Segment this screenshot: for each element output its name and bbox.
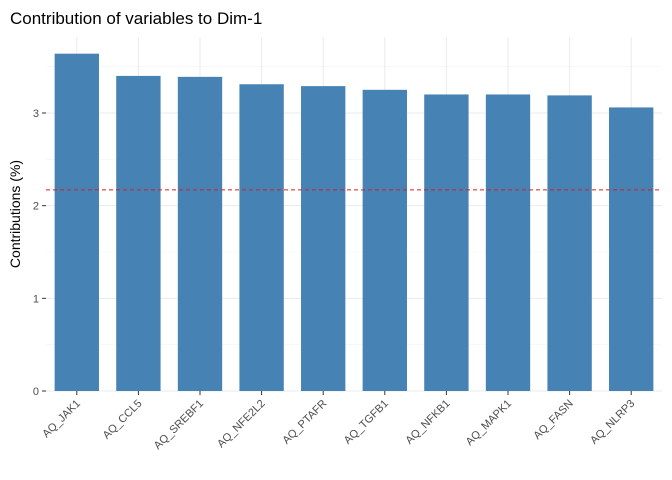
x-tick-label: AQ_TGFB1 — [342, 398, 391, 447]
bar-aq-jak1 — [54, 53, 99, 391]
bar-aq-tgfb1 — [362, 89, 407, 391]
x-axis-ticks: AQ_JAK1 AQ_CCL5 AQ_SREBF1 AQ_NFE2L2 AQ_PTAFR… — [40, 391, 637, 452]
bar-aq-srebf1 — [177, 76, 223, 391]
x-tick-label: AQ_SREBF1 — [152, 398, 206, 452]
bar-aq-ccl5 — [116, 75, 161, 392]
x-tick-label: AQ_PTAFR — [280, 398, 329, 447]
bar-aq-ptafr — [301, 86, 346, 392]
y-tick-label: 0 — [33, 386, 39, 398]
y-axis-ticks: 0 1 2 3 — [33, 108, 46, 398]
chart-title: Contribution of variables to Dim-1 — [10, 9, 262, 28]
x-tick-label: AQ_MAPK1 — [464, 398, 514, 448]
y-tick-label: 1 — [33, 293, 39, 305]
x-tick-label: AQ_NLRP3 — [588, 398, 637, 447]
x-tick-label: AQ_CCL5 — [101, 398, 145, 442]
bar-group — [54, 53, 654, 392]
bar-aq-mapk1 — [485, 94, 531, 391]
x-tick-label: AQ_NFE2L2 — [215, 398, 268, 451]
x-tick-label: AQ_NFKB1 — [403, 398, 452, 447]
y-tick-label: 3 — [33, 108, 39, 120]
bar-aq-nfkb1 — [424, 94, 469, 391]
x-tick-label: AQ_FASN — [531, 398, 575, 442]
bar-aq-nfe2l2 — [239, 84, 284, 391]
bar-aq-fasn — [547, 95, 592, 391]
x-tick-label: AQ_JAK1 — [40, 398, 83, 441]
bar-aq-nlrp3 — [609, 107, 654, 391]
y-axis-label: Contributions (%) — [7, 160, 23, 268]
y-tick-label: 2 — [33, 201, 39, 213]
